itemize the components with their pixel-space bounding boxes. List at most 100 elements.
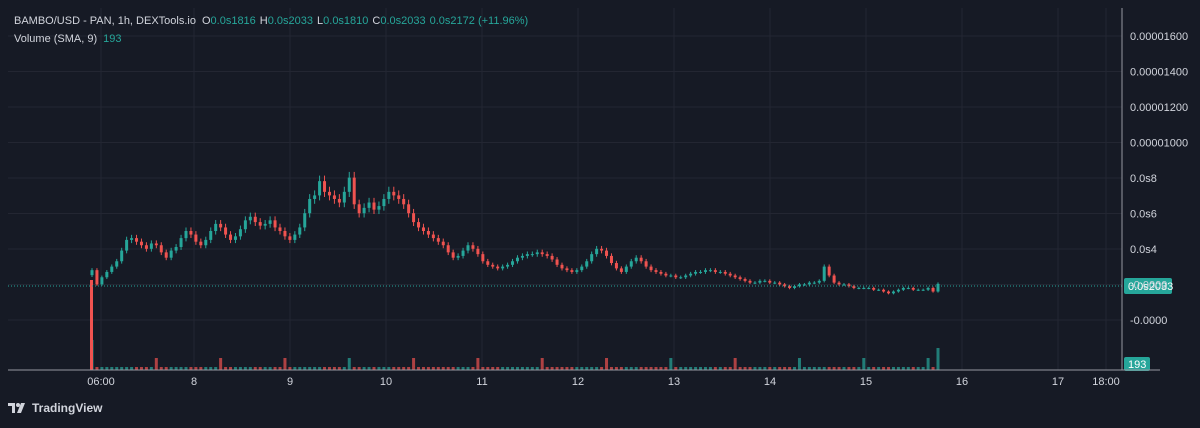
volume-bar xyxy=(402,367,406,370)
candle-body xyxy=(684,275,688,278)
candle-body xyxy=(743,279,747,281)
candle-body xyxy=(238,229,242,237)
candle-body xyxy=(130,238,134,240)
volume-bar xyxy=(817,367,821,370)
volume-bar xyxy=(229,367,233,370)
candle-body xyxy=(916,289,920,291)
candle-body xyxy=(263,223,267,226)
volume-bar xyxy=(243,367,247,370)
volume-bar xyxy=(115,367,119,370)
volume-bar xyxy=(535,367,539,370)
candle-body xyxy=(580,266,584,271)
x-tick-label: 12 xyxy=(572,376,584,388)
candle-body xyxy=(204,239,208,246)
volume-bar xyxy=(852,367,856,370)
candle-body xyxy=(149,243,153,249)
y-tick-label: 0.0s8 xyxy=(1130,173,1157,185)
candle-body xyxy=(575,270,579,272)
volume-bar xyxy=(733,358,737,370)
candle-body xyxy=(209,231,213,240)
candle-body xyxy=(748,280,752,283)
volume-bar xyxy=(649,367,653,370)
candle-body xyxy=(367,202,371,208)
candle-body xyxy=(189,231,193,235)
volume-bar xyxy=(882,367,886,370)
y-tick-label: 0.00001200 xyxy=(1130,102,1188,114)
volume-bar xyxy=(120,367,124,370)
volume-bar xyxy=(718,367,722,370)
volume-bar xyxy=(857,367,861,370)
candle-body xyxy=(476,248,480,255)
candle-body xyxy=(614,263,618,269)
candle-body xyxy=(120,250,124,262)
volume-bar xyxy=(258,367,262,370)
last-volume-badge xyxy=(1124,357,1150,371)
candle-body xyxy=(624,266,628,272)
volume-bar xyxy=(639,367,643,370)
candle-body xyxy=(392,191,396,196)
y-tick-label: -0.0000 xyxy=(1130,280,1167,292)
volume-bar xyxy=(689,367,693,370)
volume-bar xyxy=(159,367,163,370)
volume-bar xyxy=(204,367,208,370)
last-price-badge xyxy=(1124,278,1172,294)
candle-body xyxy=(595,248,599,255)
brand-name: TradingView xyxy=(32,401,103,415)
volume-row: Volume (SMA, 9) 193 xyxy=(14,30,532,48)
volume-bar xyxy=(520,367,524,370)
candle-body xyxy=(555,259,559,265)
volume-bar xyxy=(595,367,599,370)
candle-body xyxy=(550,255,554,260)
candle-body xyxy=(407,204,411,214)
candle-body xyxy=(352,177,356,205)
candle-body xyxy=(268,220,272,224)
x-tick-label: 06:00 xyxy=(87,376,115,388)
volume-bar xyxy=(560,367,564,370)
candle-body xyxy=(832,275,836,283)
volume-bar xyxy=(600,367,604,370)
candle-body xyxy=(233,236,237,240)
volume-bar xyxy=(164,367,168,370)
candle-body xyxy=(179,238,183,248)
candle-body xyxy=(857,287,861,289)
volume-bar xyxy=(738,367,742,370)
volume-bar xyxy=(614,367,618,370)
volume-bar xyxy=(283,358,287,370)
candle-body xyxy=(862,287,866,289)
x-tick-label: 14 xyxy=(764,376,776,388)
candle-body xyxy=(436,238,440,242)
volume-bar xyxy=(891,367,895,370)
candle-body xyxy=(565,268,569,271)
candle-body xyxy=(501,266,505,269)
volume-bar xyxy=(525,367,529,370)
volume-bar xyxy=(303,367,307,370)
volume-bar xyxy=(644,367,648,370)
candle-body xyxy=(337,198,341,203)
volume-bar xyxy=(659,367,663,370)
candle-body xyxy=(837,282,841,285)
candle-body xyxy=(629,261,633,267)
tradingview-brand[interactable]: TradingView xyxy=(8,401,102,415)
candle-body xyxy=(723,271,727,274)
candle-body xyxy=(926,287,930,290)
volume-bar xyxy=(466,367,470,370)
volume-bar xyxy=(605,358,609,370)
volume-bar xyxy=(708,367,712,370)
candle-body xyxy=(154,243,158,246)
volume-bar xyxy=(906,367,910,370)
candle-body xyxy=(446,245,450,253)
last-volume-label: 193 xyxy=(1128,359,1146,371)
volume-bar xyxy=(931,367,935,370)
volume-label: Volume (SMA, 9) xyxy=(14,33,98,45)
x-tick-label: 13 xyxy=(668,376,680,388)
candle-body xyxy=(872,287,876,290)
volume-bar xyxy=(278,367,282,370)
volume-bar xyxy=(125,367,129,370)
x-tick-label: 11 xyxy=(476,376,487,388)
candle-body xyxy=(753,282,757,284)
volume-bar xyxy=(763,367,767,370)
volume-bar xyxy=(456,367,460,370)
volume-bar xyxy=(248,367,252,370)
